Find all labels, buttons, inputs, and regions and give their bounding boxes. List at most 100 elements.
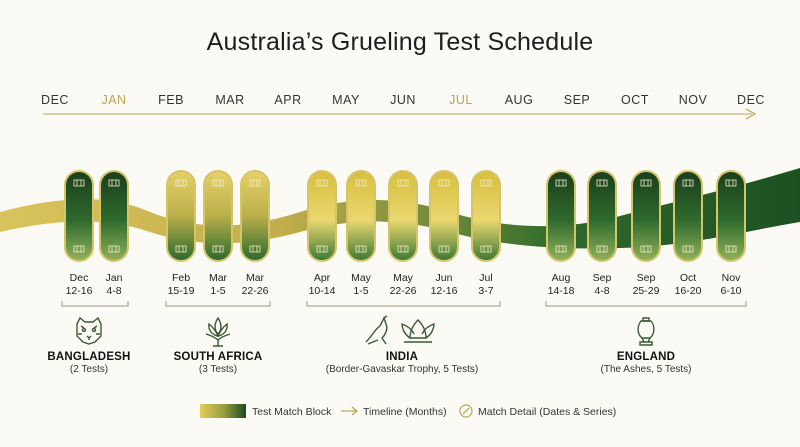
match-days: 12-16 [430, 284, 458, 297]
match-date: Apr 10-14 [292, 272, 352, 297]
match-days: 14-18 [547, 284, 575, 297]
match-date: Aug 14-18 [531, 272, 591, 297]
series-bracket [165, 301, 271, 307]
test-match-block [99, 170, 129, 262]
match-month: May [351, 272, 371, 284]
match-days: 22-26 [241, 284, 269, 297]
test-match-block [587, 170, 617, 262]
match-days: 16-20 [674, 284, 702, 297]
test-match-block [203, 170, 233, 262]
match-date: May 1-5 [331, 272, 391, 297]
match-date: May 22-26 [373, 272, 433, 297]
test-match-block [716, 170, 746, 262]
match-month: Sep [636, 272, 656, 284]
match-days: 25-29 [632, 284, 660, 297]
match-days: 22-26 [389, 284, 417, 297]
match-days: 1-5 [353, 284, 369, 297]
month-label: OCT [621, 93, 649, 107]
series-bracket [545, 301, 747, 307]
series-detail-india: (Border-Gavaskar Trophy, 5 Tests) [325, 364, 479, 375]
test-match-block [307, 170, 337, 262]
page-title: Australia’s Grueling Test Schedule [206, 28, 594, 56]
legend-block-label: Test Match Block [252, 406, 332, 418]
legend-block: Test Match Block [246, 406, 331, 418]
series-name-bangladesh: BANGLADESH [47, 351, 131, 363]
match-month: Dec [69, 272, 89, 284]
test-match-block [346, 170, 376, 262]
legend-timeline-arrow [341, 406, 358, 416]
match-days: 12-16 [65, 284, 93, 297]
month-label: NOV [678, 93, 708, 107]
test-match-block [429, 170, 459, 262]
test-match-block [471, 170, 501, 262]
match-month: Jan [105, 272, 123, 284]
tiger-icon [76, 316, 102, 345]
match-days: 4-8 [594, 284, 610, 297]
match-month: Apr [313, 272, 331, 284]
test-match-block [546, 170, 576, 262]
legend-block-swatch [200, 404, 246, 418]
match-month: Feb [171, 272, 191, 284]
test-match-block [240, 170, 270, 262]
test-match-block [64, 170, 94, 262]
match-days: 10-14 [308, 284, 336, 297]
series-name-south-africa: SOUTH AFRICA [173, 351, 263, 363]
month-label: DEC [41, 93, 69, 107]
month-label: JUN [390, 93, 416, 107]
legend-detail-icon [459, 404, 473, 418]
match-month: Aug [551, 272, 571, 284]
test-match-block [673, 170, 703, 262]
ashes-urn-icon [637, 317, 655, 346]
match-month: Mar [245, 272, 265, 284]
match-date: Feb 15-19 [151, 272, 211, 297]
match-days: 1-5 [210, 284, 226, 297]
match-date: Mar 1-5 [188, 272, 248, 297]
series-bracket [306, 301, 501, 307]
series-name-england: ENGLAND [616, 351, 676, 363]
test-match-block [631, 170, 661, 262]
match-month: Sep [592, 272, 612, 284]
legend-timeline: Timeline (Months) [357, 406, 447, 418]
protea-icon [205, 316, 231, 347]
legend-detail: Match Detail (Dates & Series) [472, 406, 616, 418]
series-detail-bangladesh: (2 Tests) [69, 364, 109, 375]
month-label: SEP [563, 93, 591, 107]
match-month: Mar [208, 272, 228, 284]
match-month: Jul [479, 272, 493, 284]
month-label: MAY [332, 93, 360, 107]
legend-detail-label: Match Detail (Dates & Series) [478, 406, 617, 418]
test-match-block [166, 170, 196, 262]
month-label: AUG [504, 93, 534, 107]
timeline-arrowhead [745, 108, 757, 120]
month-label: JAN [101, 93, 127, 107]
match-days: 6-10 [720, 284, 742, 297]
match-date: Sep 4-8 [572, 272, 632, 297]
match-days: 15-19 [167, 284, 195, 297]
match-days: 3-7 [478, 284, 494, 297]
series-bracket [61, 301, 129, 307]
match-date: Jun 12-16 [414, 272, 474, 297]
match-date: Oct 16-20 [658, 272, 718, 297]
legend-timeline-label: Timeline (Months) [363, 406, 447, 418]
match-date: Sep 25-29 [616, 272, 676, 297]
match-date: Jan 4-8 [84, 272, 144, 297]
kangaroo-lotus-icon [365, 315, 435, 345]
month-label: JUL [449, 93, 473, 107]
match-days: 4-8 [106, 284, 122, 297]
match-date: Nov 6-10 [701, 272, 761, 297]
test-match-block [388, 170, 418, 262]
match-date: Mar 22-26 [225, 272, 285, 297]
match-month: Oct [679, 272, 697, 284]
month-label: DEC [737, 93, 765, 107]
month-label: APR [274, 93, 302, 107]
match-date: Dec 12-16 [49, 272, 109, 297]
match-month: Nov [721, 272, 741, 284]
month-label: MAR [215, 93, 245, 107]
match-month: Jun [435, 272, 453, 284]
series-detail-south-africa: (3 Tests) [198, 364, 238, 375]
series-detail-england: (The Ashes, 5 Tests) [600, 364, 692, 375]
month-label: FEB [158, 93, 184, 107]
match-date: Jul 3-7 [456, 272, 516, 297]
